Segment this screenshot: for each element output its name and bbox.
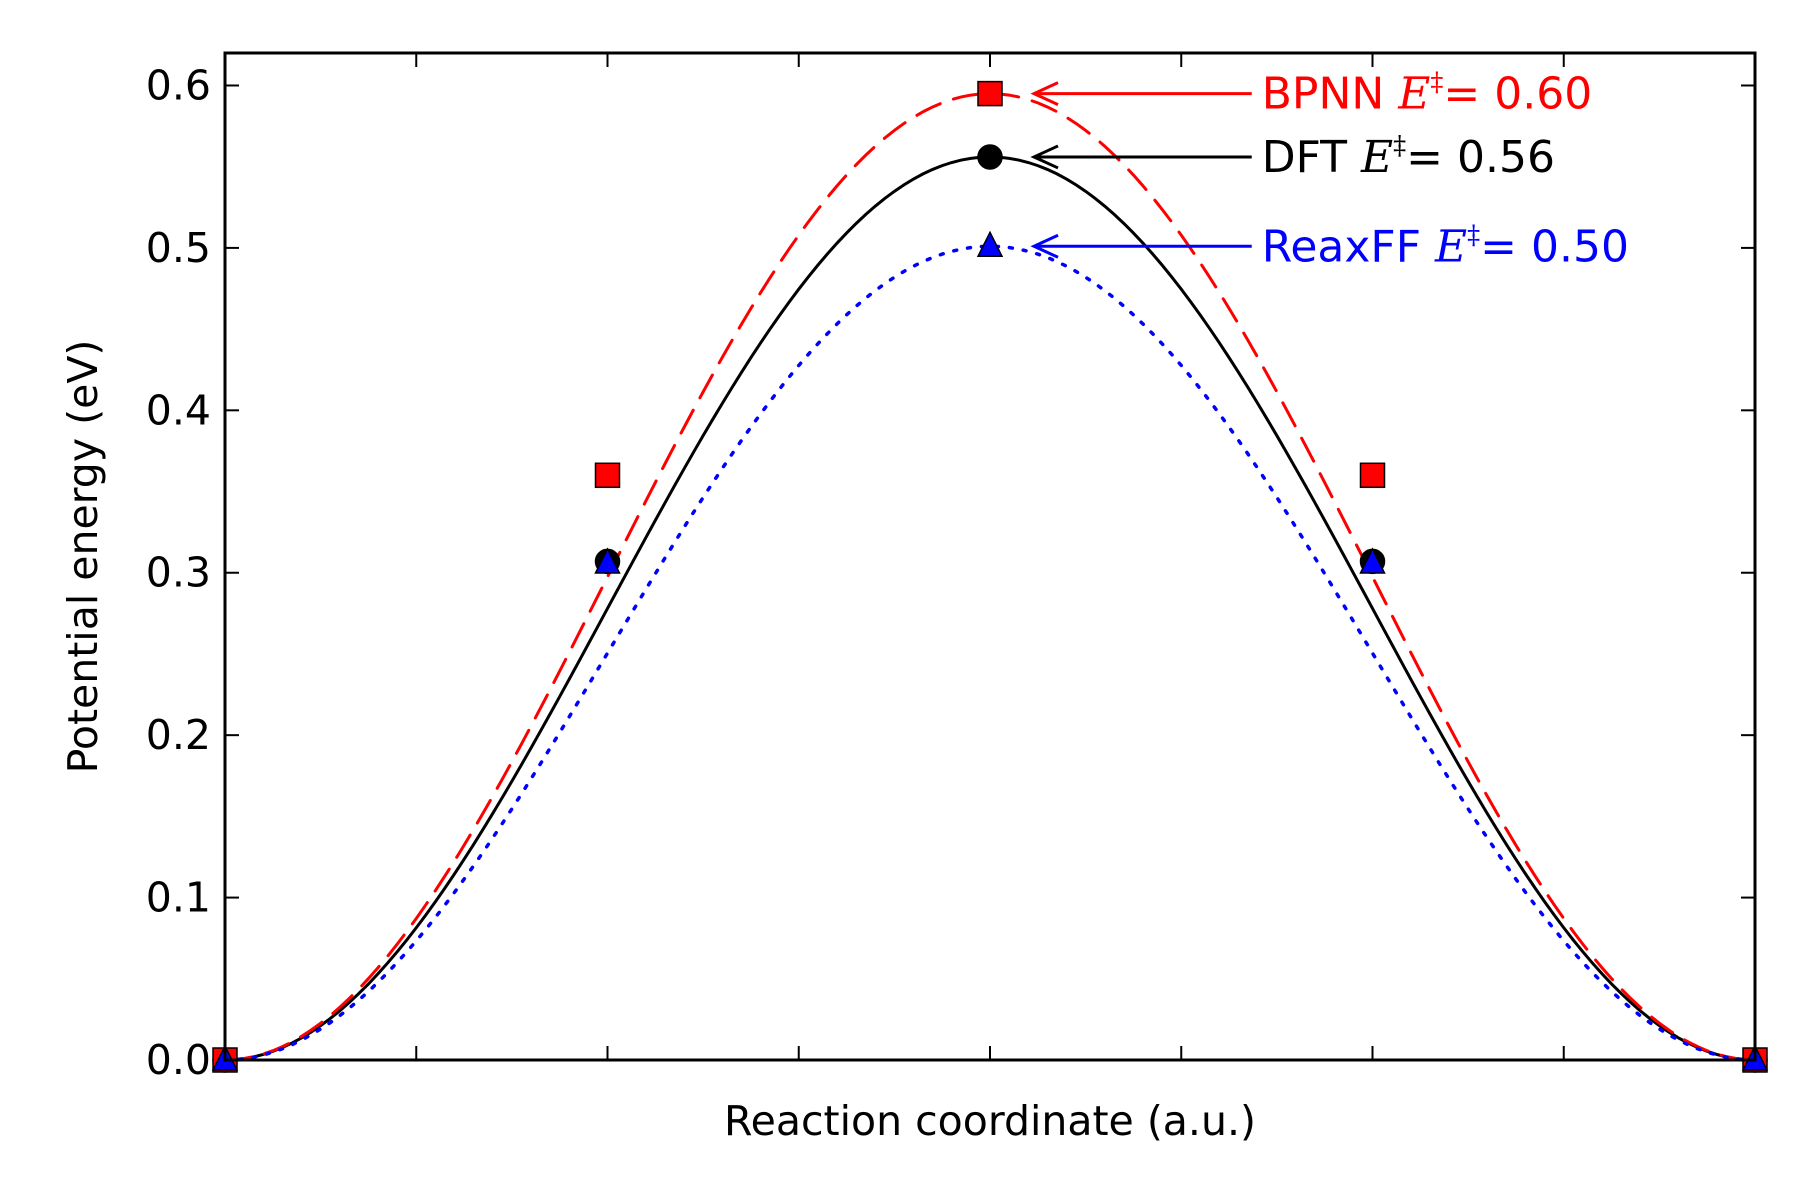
annotation-symbol: E xyxy=(1397,69,1430,120)
annotation-name: BPNN xyxy=(1262,69,1399,120)
y-tick-label: 0.4 xyxy=(146,386,211,434)
y-tick-label: 0.1 xyxy=(146,874,211,922)
y-tick-label: 0.0 xyxy=(146,1036,211,1084)
plot-frame xyxy=(223,51,1757,1062)
annotation-value: = 0.56 xyxy=(1406,132,1555,183)
marker-bpnn xyxy=(1359,462,1386,489)
annotation-arrowhead-bpnn xyxy=(1030,81,1059,106)
annotation-superscript: ‡ xyxy=(1393,131,1406,161)
marker-reaxff xyxy=(594,547,621,574)
y-tick-label: 0.6 xyxy=(146,61,211,109)
annotation-superscript: ‡ xyxy=(1430,68,1443,98)
series-line-bpnn xyxy=(223,92,1757,1062)
y-axis-label: Potential energy (eV) xyxy=(59,340,107,774)
marker-bpnn xyxy=(594,462,621,489)
y-tick-labels: 0.0 0.1 0.2 0.3 0.4 0.5 0.6 xyxy=(146,61,211,1084)
annotation-label-reaxff: ReaxFF E‡= 0.50 xyxy=(1262,220,1629,272)
annotation-label-bpnn: BPNN E‡= 0.60 xyxy=(1262,68,1593,120)
annotation-symbol: E xyxy=(1434,221,1467,272)
annotation-value: = 0.50 xyxy=(1480,221,1629,272)
ticks-layer xyxy=(224,53,1756,1061)
series-line-dft xyxy=(223,155,1757,1062)
x-axis-label: Reaction coordinate (a.u.) xyxy=(724,1097,1256,1145)
y-tick-label: 0.2 xyxy=(146,711,211,759)
marker-reaxff xyxy=(1359,547,1386,574)
series-line-reaxff xyxy=(223,244,1757,1062)
marker-dft xyxy=(977,144,1003,170)
annotation-symbol: E xyxy=(1360,132,1393,183)
y-tick-label: 0.5 xyxy=(146,224,211,272)
arrows-layer xyxy=(1030,81,1252,259)
annotation-name: DFT xyxy=(1262,132,1361,183)
marker-reaxff xyxy=(976,230,1004,258)
annotation-name: ReaxFF xyxy=(1262,221,1435,272)
marker-bpnn xyxy=(977,80,1003,107)
annotation-value: = 0.60 xyxy=(1443,69,1592,120)
y-tick-label: 0.3 xyxy=(146,549,211,597)
annotation-superscript: ‡ xyxy=(1467,220,1480,250)
annotation-label-dft: DFT E‡= 0.56 xyxy=(1262,131,1555,183)
annotation-arrowhead-reaxff xyxy=(1030,233,1059,259)
annotation-arrowhead-dft xyxy=(1030,144,1059,170)
